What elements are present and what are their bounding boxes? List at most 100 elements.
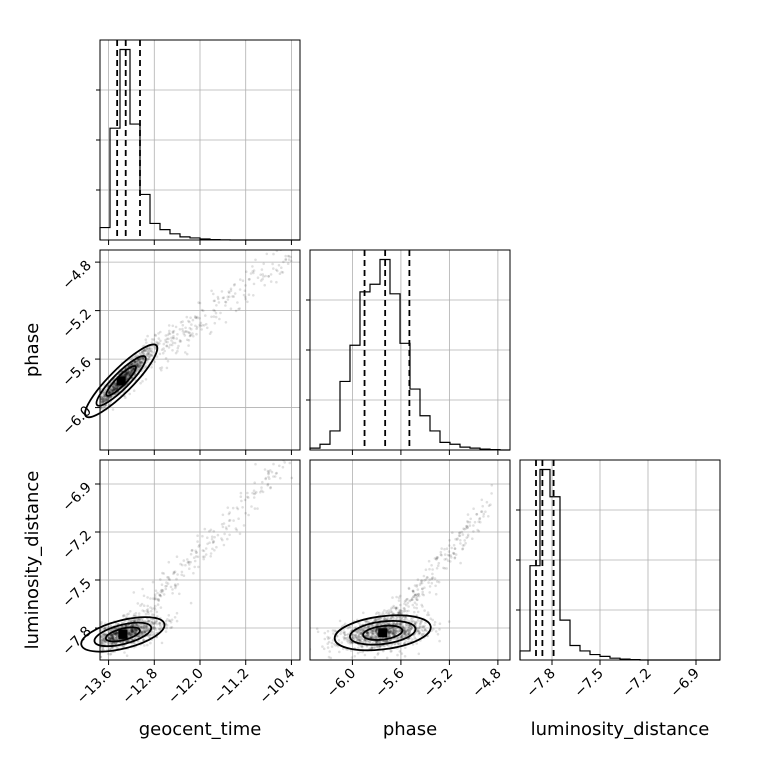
scatter-point bbox=[375, 629, 379, 633]
scatter-point bbox=[403, 600, 407, 603]
scatter-point bbox=[174, 586, 177, 590]
scatter-point bbox=[189, 333, 193, 337]
scatter-point bbox=[109, 636, 113, 639]
scatter-point bbox=[252, 496, 256, 499]
scatter-point bbox=[146, 643, 149, 647]
scatter-point bbox=[368, 630, 372, 633]
scatter-point bbox=[155, 631, 158, 635]
scatter-point bbox=[85, 644, 88, 647]
scatter-point bbox=[156, 603, 160, 606]
scatter-point bbox=[148, 355, 152, 359]
scatter-point bbox=[365, 619, 368, 623]
scatter-point bbox=[394, 606, 398, 610]
scatter-point bbox=[138, 358, 141, 361]
scatter-point bbox=[127, 373, 130, 377]
x-axis-label-geocent-time: geocent_time bbox=[139, 719, 262, 740]
scatter-point bbox=[101, 400, 104, 404]
scatter-point bbox=[443, 547, 446, 551]
scatter-point bbox=[126, 639, 129, 643]
scatter-point bbox=[359, 640, 362, 643]
scatter-point bbox=[395, 621, 399, 625]
scatter-point bbox=[390, 649, 393, 653]
scatter-point bbox=[144, 624, 148, 627]
scatter-point bbox=[232, 283, 236, 287]
scatter-point bbox=[360, 645, 363, 648]
scatter-point bbox=[158, 593, 162, 597]
scatter-point bbox=[347, 632, 350, 636]
scatter-point bbox=[100, 633, 104, 637]
scatter-point bbox=[395, 623, 399, 626]
scatter-point bbox=[102, 394, 106, 398]
scatter-point bbox=[141, 626, 145, 629]
scatter-point bbox=[415, 642, 419, 645]
scatter-point bbox=[128, 370, 131, 374]
scatter-point bbox=[212, 299, 216, 303]
scatter-point bbox=[387, 635, 391, 638]
scatter-point bbox=[93, 409, 96, 412]
scatter-point bbox=[164, 338, 167, 342]
scatter-point bbox=[156, 341, 160, 345]
scatter-point bbox=[464, 527, 468, 530]
scatter-point bbox=[286, 243, 289, 246]
scatter-point bbox=[115, 636, 118, 639]
scatter-point bbox=[439, 553, 443, 556]
scatter-point bbox=[175, 577, 178, 581]
scatter-point bbox=[363, 638, 366, 642]
scatter-point bbox=[134, 628, 137, 631]
scatter-point bbox=[416, 594, 420, 597]
scatter-point bbox=[408, 630, 411, 633]
scatter-point bbox=[388, 630, 392, 634]
scatter-point bbox=[124, 373, 127, 376]
scatter-point bbox=[111, 637, 114, 640]
scatter-point bbox=[427, 613, 431, 617]
scatter-point bbox=[107, 392, 111, 395]
scatter-point bbox=[163, 349, 166, 353]
x-tick-label-geocent-time: −10.4 bbox=[257, 665, 299, 707]
scatter-point bbox=[377, 617, 380, 621]
scatter-point bbox=[399, 609, 403, 612]
scatter-point bbox=[164, 340, 168, 344]
scatter-point bbox=[121, 621, 124, 625]
scatter-point bbox=[389, 608, 393, 611]
scatter-point bbox=[223, 532, 226, 536]
scatter-point bbox=[125, 640, 128, 643]
scatter-point bbox=[132, 368, 135, 371]
scatter-point bbox=[407, 632, 411, 635]
scatter-point bbox=[429, 617, 433, 620]
scatter-point bbox=[451, 531, 454, 534]
scatter-point bbox=[395, 606, 399, 610]
scatter-point bbox=[181, 323, 185, 327]
scatter-point bbox=[114, 384, 117, 387]
scatter-point bbox=[420, 603, 424, 607]
scatter-point bbox=[412, 620, 416, 623]
scatter-point bbox=[259, 490, 262, 494]
scatter-point bbox=[232, 519, 235, 522]
scatter-point bbox=[152, 338, 156, 341]
scatter-point bbox=[111, 642, 114, 645]
scatter-point bbox=[146, 348, 150, 352]
scatter-point bbox=[303, 653, 306, 656]
scatter-point bbox=[357, 630, 361, 633]
scatter-point bbox=[234, 527, 238, 530]
scatter-point bbox=[110, 633, 114, 637]
scatter-point bbox=[129, 371, 132, 374]
scatter-point bbox=[108, 390, 112, 394]
scatter-point bbox=[371, 630, 374, 633]
scatter-point bbox=[437, 580, 441, 584]
scatter-point bbox=[369, 636, 373, 639]
scatter-point bbox=[103, 639, 106, 643]
scatter-point bbox=[146, 626, 149, 630]
scatter-point bbox=[280, 270, 284, 274]
scatter-point bbox=[148, 636, 151, 639]
scatter-point bbox=[158, 621, 162, 625]
scatter-point bbox=[238, 307, 241, 310]
scatter-point bbox=[111, 637, 115, 641]
scatter-point bbox=[150, 341, 154, 344]
scatter-point bbox=[433, 623, 436, 627]
scatter-point bbox=[101, 395, 104, 398]
scatter-point bbox=[463, 528, 466, 531]
scatter-point bbox=[130, 630, 134, 633]
scatter-point bbox=[115, 631, 119, 635]
scatter-point bbox=[335, 634, 339, 637]
scatter-point bbox=[208, 541, 211, 544]
